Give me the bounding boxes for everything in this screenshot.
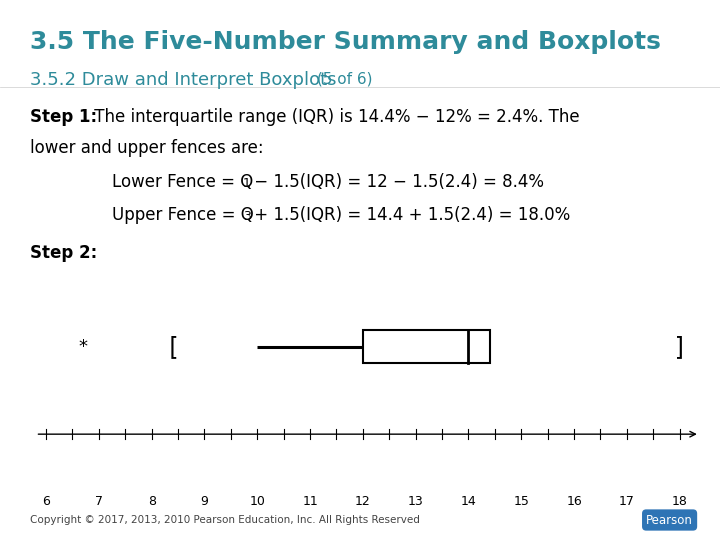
Text: Upper Fence = Q: Upper Fence = Q [112, 206, 253, 224]
Text: 3: 3 [243, 210, 251, 223]
Text: Step 1:: Step 1: [30, 108, 97, 126]
Text: [: [ [166, 335, 180, 359]
Text: Copyright © 2017, 2013, 2010 Pearson Education, Inc. All Rights Reserved: Copyright © 2017, 2013, 2010 Pearson Edu… [30, 515, 420, 525]
Text: Lower Fence = Q: Lower Fence = Q [112, 173, 253, 191]
Text: Step 2:: Step 2: [30, 244, 97, 262]
Text: (5 of 6): (5 of 6) [312, 71, 373, 86]
Text: 1: 1 [243, 177, 251, 190]
Text: The interquartile range (IQR) is 14.4% − 12% = 2.4%. The: The interquartile range (IQR) is 14.4% −… [89, 108, 580, 126]
Bar [363, 330, 490, 363]
Text: ]: ] [672, 335, 687, 359]
Text: + 1.5(IQR) = 14.4 + 1.5(2.4) = 18.0%: + 1.5(IQR) = 14.4 + 1.5(2.4) = 18.0% [249, 206, 570, 224]
Text: *: * [78, 338, 88, 356]
Text: 3.5 The Five-Number Summary and Boxplots: 3.5 The Five-Number Summary and Boxplots [30, 30, 661, 53]
Text: lower and upper fences are:: lower and upper fences are: [30, 139, 264, 157]
Text: − 1.5(IQR) = 12 − 1.5(2.4) = 8.4%: − 1.5(IQR) = 12 − 1.5(2.4) = 8.4% [249, 173, 544, 191]
Text: Pearson: Pearson [646, 514, 693, 526]
Text: 3.5.2 Draw and Interpret Boxplots: 3.5.2 Draw and Interpret Boxplots [30, 71, 337, 89]
